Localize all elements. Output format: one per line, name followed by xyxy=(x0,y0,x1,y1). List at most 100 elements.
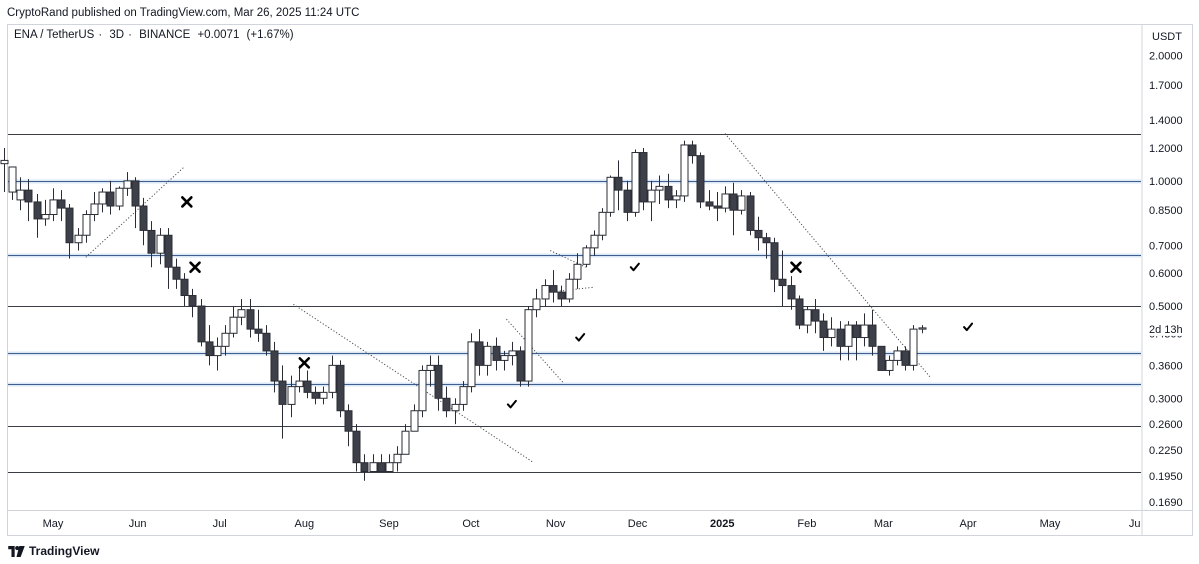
candle-body-up[interactable] xyxy=(500,355,509,361)
candle-body-down[interactable] xyxy=(139,205,148,231)
candle-body-down[interactable] xyxy=(819,320,828,339)
candle-body-up[interactable] xyxy=(213,345,222,357)
candle-body-up[interactable] xyxy=(680,144,689,197)
candle-body-up[interactable] xyxy=(532,298,541,311)
candle-body-up[interactable] xyxy=(803,309,812,326)
price-axis-unit[interactable]: USDT xyxy=(1152,31,1182,43)
candle-body-down[interactable] xyxy=(188,295,197,307)
candle-body-down[interactable] xyxy=(713,205,722,209)
candle-body-down[interactable] xyxy=(254,328,263,334)
symbol-pair[interactable]: ENA / TetherUS xyxy=(14,29,95,41)
candle-body-down[interactable] xyxy=(270,350,279,382)
candle-body-down[interactable] xyxy=(639,152,648,203)
candle-body-up[interactable] xyxy=(74,234,83,244)
candle-body-down[interactable] xyxy=(795,298,804,326)
candle-body-down[interactable] xyxy=(696,155,705,203)
candle-body-down[interactable] xyxy=(442,397,451,412)
candle-body-down[interactable] xyxy=(901,350,910,366)
chart-frame[interactable] xyxy=(7,24,1193,536)
candle-body-up[interactable] xyxy=(582,247,591,265)
candle-body-up[interactable] xyxy=(655,185,664,191)
candle-body-down[interactable] xyxy=(131,180,140,207)
candle-body-up[interactable] xyxy=(483,345,492,366)
candle-body-down[interactable] xyxy=(57,199,66,209)
candle-body-down[interactable] xyxy=(549,285,558,293)
candle-body-down[interactable] xyxy=(33,201,42,220)
candle-body-down[interactable] xyxy=(614,176,623,191)
candle-body-up[interactable] xyxy=(221,332,230,347)
candle-body-up[interactable] xyxy=(287,386,296,405)
candle-body-up[interactable] xyxy=(721,193,730,209)
candle-body-down[interactable] xyxy=(852,324,861,339)
candle-body-down[interactable] xyxy=(811,309,820,322)
candle-body-down[interactable] xyxy=(770,242,779,280)
candle-body-down[interactable] xyxy=(516,350,525,382)
candle-body-up[interactable] xyxy=(565,278,574,300)
candle-body-down[interactable] xyxy=(868,324,877,347)
candle-body-up[interactable] xyxy=(885,359,894,371)
candle-body-up[interactable] xyxy=(459,386,468,405)
candle-body-down[interactable] xyxy=(311,391,320,399)
candle-body-up[interactable] xyxy=(844,324,853,347)
candle-body-down[interactable] xyxy=(729,193,738,211)
candle-body-down[interactable] xyxy=(746,195,755,231)
candle-body-down[interactable] xyxy=(106,191,115,207)
candle-body-down[interactable] xyxy=(164,234,173,268)
candle-body-down[interactable] xyxy=(336,364,345,412)
candle-body-down[interactable] xyxy=(344,410,353,432)
candle-body-down[interactable] xyxy=(180,278,189,297)
candle-body-down[interactable] xyxy=(623,189,632,213)
candle-body-down[interactable] xyxy=(205,341,214,357)
candle-body-down[interactable] xyxy=(688,144,697,157)
candle-body-up[interactable] xyxy=(541,285,550,300)
candle-body-up[interactable] xyxy=(98,191,107,205)
candle-body-up[interactable] xyxy=(827,328,836,339)
candle-body-up[interactable] xyxy=(737,195,746,211)
candle-body-up[interactable] xyxy=(123,180,132,189)
symbol-interval[interactable]: 3D xyxy=(109,29,125,41)
candle-body-up[interactable] xyxy=(319,391,328,399)
candle-body-down[interactable] xyxy=(246,309,255,330)
candle-body-down[interactable] xyxy=(492,345,501,361)
candle-body-down[interactable] xyxy=(197,305,206,343)
candle-body-up[interactable] xyxy=(672,195,681,201)
candle-body-up[interactable] xyxy=(49,199,58,216)
candle-body-up[interactable] xyxy=(418,369,427,412)
candle-body-down[interactable] xyxy=(475,341,484,366)
candle-body-up[interactable] xyxy=(401,430,410,455)
candle-body-up[interactable] xyxy=(631,152,640,213)
candle-body-up[interactable] xyxy=(8,166,17,193)
candle-body-down[interactable] xyxy=(836,328,845,347)
candle-body-up[interactable] xyxy=(115,187,124,207)
candle-body-up[interactable] xyxy=(385,462,394,472)
candle-body-down[interactable] xyxy=(377,462,386,472)
candle-body-down[interactable] xyxy=(778,278,787,287)
candle-body-up[interactable] xyxy=(860,324,869,339)
candle-body-up[interactable] xyxy=(573,263,582,280)
candle-body-up[interactable] xyxy=(647,189,656,203)
candle-body-down[interactable] xyxy=(262,332,271,352)
candle-body-up[interactable] xyxy=(0,159,9,165)
candle-body-up[interactable] xyxy=(328,364,337,393)
candle-body-up[interactable] xyxy=(590,234,599,249)
candle-body-up[interactable] xyxy=(41,214,50,220)
candle-body-up[interactable] xyxy=(467,341,476,388)
candle-body-down[interactable] xyxy=(303,380,312,393)
candle-body-down[interactable] xyxy=(664,185,673,201)
candle-body-down[interactable] xyxy=(65,207,74,244)
candle-body-up[interactable] xyxy=(295,380,304,388)
candle-body-down[interactable] xyxy=(557,291,566,300)
candle-body-down[interactable] xyxy=(705,201,714,207)
candle-body-down[interactable] xyxy=(172,266,181,280)
symbol-legend[interactable]: ENA / TetherUS · 3D · BINANCE +0.0071 (+1.… xyxy=(14,29,294,41)
candle-body-up[interactable] xyxy=(229,316,238,334)
candle-body-down[interactable] xyxy=(147,229,156,254)
candle-body-up[interactable] xyxy=(156,234,165,254)
footer[interactable]: TradingView xyxy=(8,542,99,560)
candle-body-up[interactable] xyxy=(82,214,91,236)
candle-body-up[interactable] xyxy=(508,350,517,357)
candle-body-up[interactable] xyxy=(237,309,246,318)
candle-body-down[interactable] xyxy=(360,462,369,472)
candle-body-up[interactable] xyxy=(918,327,927,330)
